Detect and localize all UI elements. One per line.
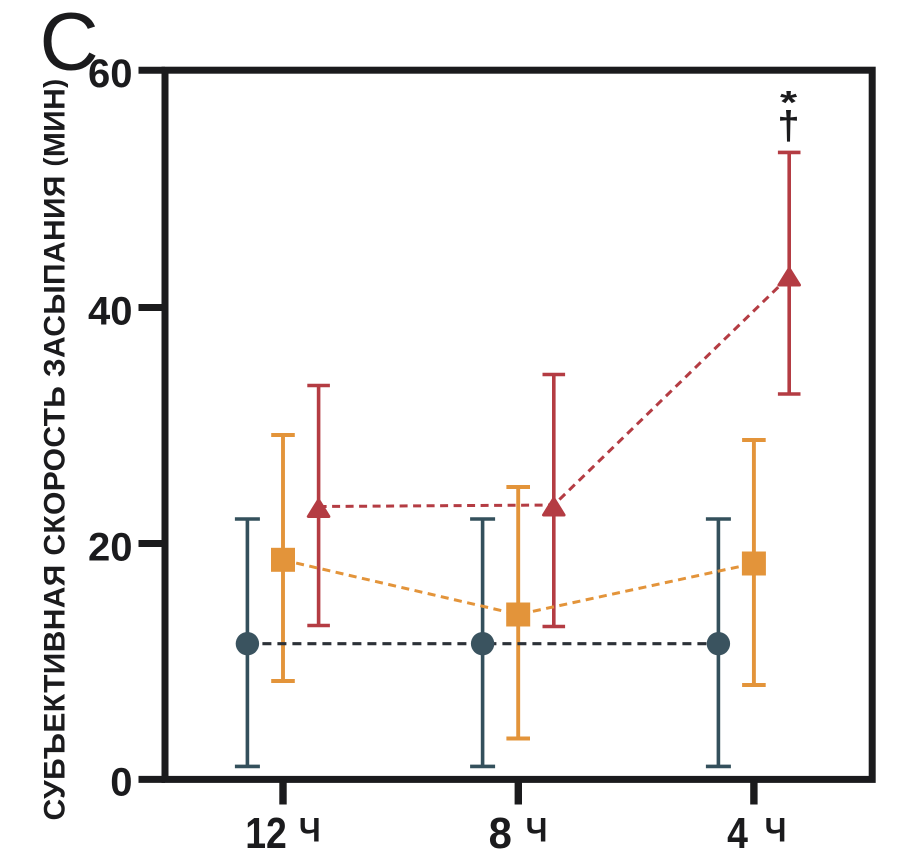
svg-text:C: C: [40, 0, 99, 87]
svg-text:СУБЪЕКТИВНАЯ СКОРОСТЬ ЗАСЫПАНИ: СУБЪЕКТИВНАЯ СКОРОСТЬ ЗАСЫПАНИЯ (МИН): [38, 79, 71, 821]
svg-text:*: *: [780, 85, 798, 121]
svg-text:†: †: [777, 104, 799, 148]
svg-text:Ч: Ч: [765, 810, 787, 849]
svg-text:60: 60: [88, 52, 133, 96]
svg-text:0: 0: [110, 760, 132, 804]
svg-text:8: 8: [489, 809, 512, 858]
svg-text:40: 40: [88, 289, 133, 333]
svg-text:Ч: Ч: [299, 810, 321, 849]
svg-text:12: 12: [245, 808, 287, 858]
svg-text:Ч: Ч: [526, 810, 548, 849]
svg-text:20: 20: [88, 525, 133, 569]
svg-text:4: 4: [727, 808, 748, 858]
